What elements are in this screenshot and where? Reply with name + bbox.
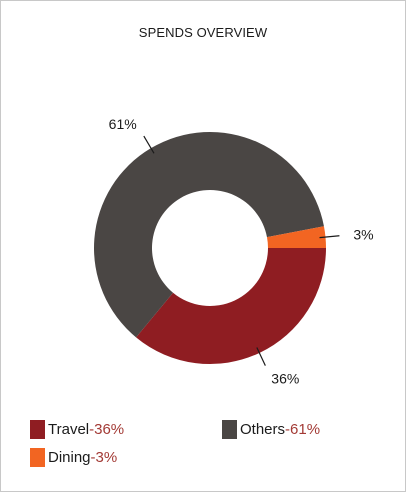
legend-label-dining: Dining	[48, 448, 91, 466]
legend-item-travel[interactable]: Travel -36%	[30, 418, 124, 440]
leader-line-others	[143, 135, 155, 154]
legend-label-others: Others	[240, 420, 286, 438]
leader-line-travel	[256, 347, 266, 366]
data-label-dining: 3%	[353, 226, 373, 242]
legend-label-travel: Travel	[48, 420, 90, 438]
data-label-travel: 36%	[271, 370, 299, 386]
donut-slice-travel[interactable]	[136, 248, 326, 365]
leader-line-dining	[319, 235, 340, 239]
legend-swatch-dining	[30, 447, 45, 467]
legend-swatch-others	[222, 419, 237, 439]
legend-value-dining: -3%	[90, 448, 118, 466]
donut-slice-others[interactable]	[94, 132, 324, 338]
legend-swatch-travel	[30, 419, 45, 439]
data-label-others: 61%	[109, 116, 137, 132]
legend-item-dining[interactable]: Dining -3%	[30, 446, 117, 468]
legend-item-others[interactable]: Others -61%	[222, 418, 320, 440]
donut-slice-dining[interactable]	[266, 226, 326, 248]
chart-title: SPENDS OVERVIEW	[138, 25, 268, 40]
spends-overview-card: SPENDS OVERVIEW	[0, 0, 406, 492]
legend-value-others: -61%	[285, 420, 321, 438]
legend-value-travel: -36%	[89, 420, 125, 438]
